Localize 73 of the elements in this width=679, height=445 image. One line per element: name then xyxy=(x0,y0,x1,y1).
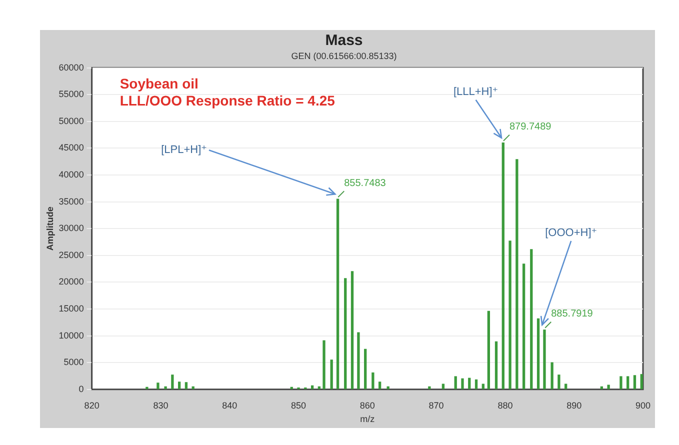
y-tick-label: 30000 xyxy=(58,223,84,234)
bar xyxy=(558,374,560,390)
bar xyxy=(184,382,188,390)
bar xyxy=(454,376,457,390)
y-tick-label: 5000 xyxy=(64,357,84,368)
bar xyxy=(536,318,540,390)
y-tick-label: 50000 xyxy=(58,116,84,126)
y-tick-label: 0 xyxy=(78,384,84,394)
bar xyxy=(543,330,546,390)
bar xyxy=(164,386,167,390)
x-tick-label: 900 xyxy=(635,400,651,410)
bar xyxy=(344,278,347,390)
x-tick-label: 840 xyxy=(222,400,238,410)
x-tick-label: 890 xyxy=(566,400,582,410)
bar xyxy=(494,341,498,390)
chart-subtitle: GEN (00.61566:00.85133) xyxy=(291,50,397,61)
y-tick-label: 25000 xyxy=(58,250,84,260)
x-tick-label: 860 xyxy=(360,400,375,410)
annotation: LLL/OOO Response Ratio = 4.25 xyxy=(120,92,336,109)
bar xyxy=(522,264,526,390)
x-tick-label: 850 xyxy=(291,400,306,410)
bar xyxy=(442,384,445,390)
bar xyxy=(146,386,148,390)
bar xyxy=(508,240,512,390)
bar xyxy=(461,378,464,390)
x-tick-label: 870 xyxy=(428,400,444,410)
annotation: [LPL+H]⁺ xyxy=(161,144,208,156)
bar xyxy=(550,362,554,390)
bar xyxy=(607,384,610,390)
y-tick-label: 15000 xyxy=(58,303,84,314)
bar xyxy=(620,376,622,390)
y-tick-label: 20000 xyxy=(58,276,84,287)
y-tick-label: 10000 xyxy=(58,330,84,340)
annotation: 879.7489 xyxy=(509,122,552,133)
bar xyxy=(487,310,490,390)
y-tick-label: 60000 xyxy=(58,62,84,72)
y-tick-label: 45000 xyxy=(58,142,84,153)
y-tick-label: 40000 xyxy=(58,169,84,180)
y-tick-label: 35000 xyxy=(58,196,84,206)
bar xyxy=(372,372,374,390)
bar xyxy=(474,379,478,390)
y-axis-title: Amplitude xyxy=(44,206,55,251)
bar xyxy=(156,382,160,390)
bar xyxy=(530,249,533,390)
bar xyxy=(502,142,504,390)
bar xyxy=(364,348,367,390)
x-tick-label: 880 xyxy=(498,400,513,410)
bar xyxy=(468,378,471,390)
annotation: [OOO+H]⁺ xyxy=(545,226,598,239)
bar xyxy=(633,375,636,390)
annotation: 855.7483 xyxy=(344,178,386,189)
bar xyxy=(626,376,630,390)
x-tick-label: 820 xyxy=(84,400,100,410)
bar xyxy=(428,386,431,390)
annotation: 885.7919 xyxy=(551,308,594,320)
annotation: Soybean oil xyxy=(120,76,198,92)
x-tick-label: 830 xyxy=(153,400,168,410)
bar xyxy=(336,198,340,390)
bar xyxy=(330,360,333,390)
y-tick-label: 55000 xyxy=(58,89,84,100)
x-axis-title: m/z xyxy=(360,414,376,424)
bar xyxy=(378,382,382,390)
bar xyxy=(322,340,326,390)
bar xyxy=(357,332,360,390)
bar xyxy=(171,374,174,390)
bar xyxy=(350,271,354,390)
annotation: [LLL+H]⁺ xyxy=(453,86,498,98)
chart-title: Mass xyxy=(325,32,363,50)
bar xyxy=(178,382,181,390)
bar xyxy=(516,159,518,390)
bar xyxy=(482,384,484,390)
bar xyxy=(564,384,568,390)
bar xyxy=(640,374,643,390)
